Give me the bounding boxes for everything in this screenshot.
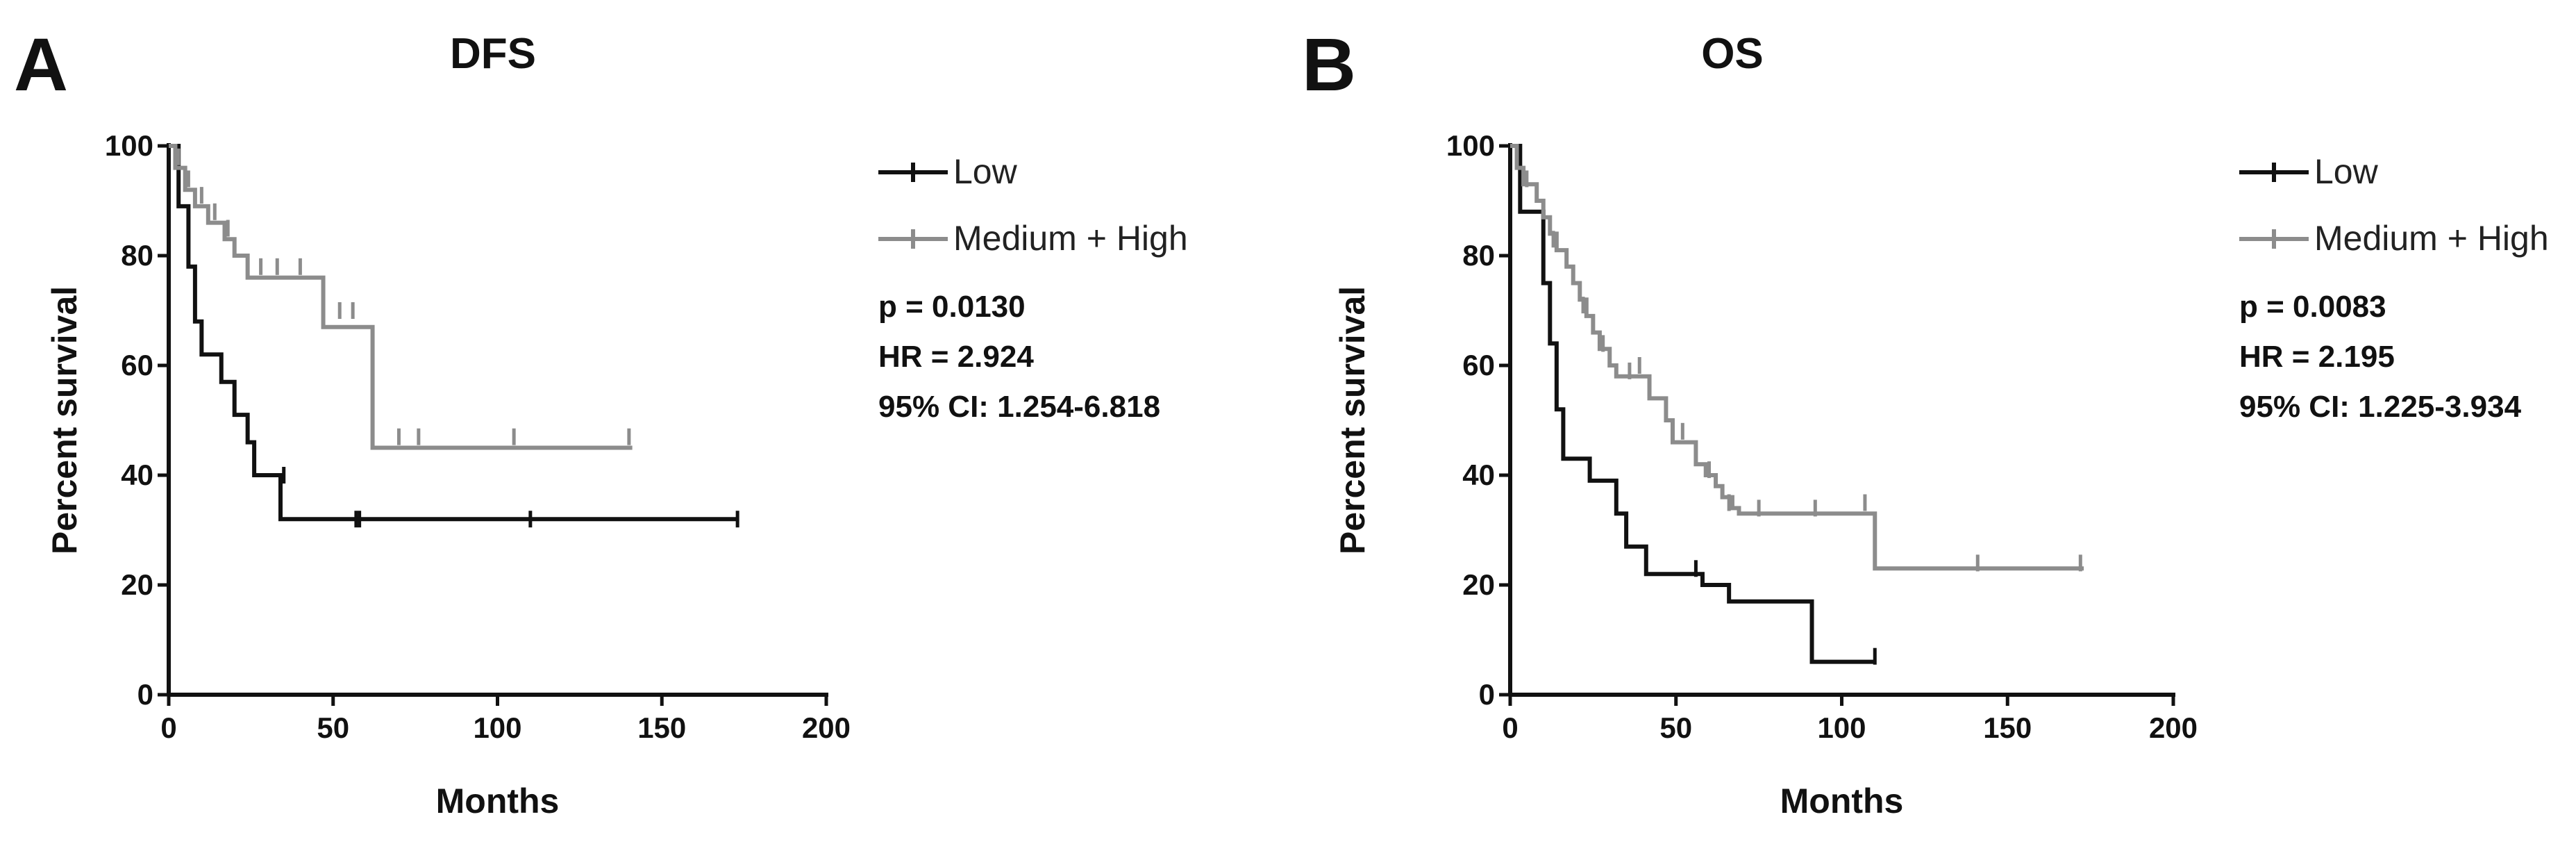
km-plot: 0 50 100 150 200 0 20 40 60 80 100 Months Percent su… — [1333, 129, 2198, 820]
chart-title: OS — [1701, 30, 1764, 78]
p-value: p = 0.0083 — [2239, 290, 2386, 324]
legend-label: Medium + High — [953, 219, 1188, 258]
legend-line-icon — [2239, 229, 2309, 249]
panel-letter: B — [1302, 22, 1356, 106]
y-tick-label: 40 — [121, 459, 153, 491]
x-tick-label: 50 — [1659, 711, 1692, 744]
y-tick-label: 80 — [121, 239, 153, 272]
legend-label: Medium + High — [2314, 219, 2549, 258]
legend-line-icon — [878, 229, 948, 249]
legend-line-icon — [2239, 163, 2309, 182]
x-tick-label: 200 — [802, 711, 851, 744]
y-tick-label: 80 — [1462, 239, 1495, 272]
x-tick-label: 100 — [473, 711, 521, 744]
y-tick-label: 0 — [1479, 678, 1495, 711]
y-tick-label: 60 — [121, 349, 153, 381]
hazard-ratio: HR = 2.924 — [878, 340, 1034, 374]
y-tick-label: 100 — [105, 129, 153, 162]
survival-curve — [169, 144, 633, 450]
legend-label: Low — [953, 152, 1017, 191]
confidence-interval: 95% CI: 1.254-6.818 — [878, 390, 1161, 424]
x-axis-label: Months — [436, 782, 560, 820]
x-tick-label: 0 — [1502, 711, 1518, 744]
survival-curve — [169, 144, 738, 522]
y-tick-label: 40 — [1462, 459, 1495, 491]
panel-b: B OS 0 50 100 150 200 0 20 40 60 80 100 Months Perce… — [1288, 0, 2576, 842]
x-tick-label: 150 — [637, 711, 686, 744]
panel-a: A DFS 0 50 100 150 200 0 20 40 60 80 100 Months Perc… — [14, 22, 1188, 820]
x-axis-label: Months — [1780, 782, 1904, 820]
panel-letter: A — [14, 22, 68, 106]
legend-line-icon — [878, 163, 948, 182]
hazard-ratio: HR = 2.195 — [2239, 340, 2395, 374]
stats-block: p = 0.0083 HR = 2.195 95% CI: 1.225-3.93… — [2239, 282, 2521, 432]
y-axis-label: Percent survival — [1333, 286, 1372, 554]
y-axis-label: Percent survival — [45, 286, 84, 554]
survival-curve — [1510, 144, 1875, 664]
y-tick-label: 0 — [137, 678, 153, 711]
survival-curve — [1510, 144, 2084, 571]
stats-block: p = 0.0130 HR = 2.924 95% CI: 1.254-6.81… — [878, 282, 1160, 432]
x-tick-label: 150 — [1983, 711, 2032, 744]
y-tick-label: 20 — [1462, 568, 1495, 601]
x-tick-label: 200 — [2149, 711, 2198, 744]
confidence-interval: 95% CI: 1.225-3.934 — [2239, 390, 2522, 424]
y-tick-label: 20 — [121, 568, 153, 601]
x-tick-label: 50 — [317, 711, 349, 744]
legend-label: Low — [2314, 152, 2378, 191]
km-plot: 0 50 100 150 200 0 20 40 60 80 100 Months Percent su… — [45, 129, 851, 820]
chart-title: DFS — [450, 30, 536, 78]
y-tick-label: 100 — [1446, 129, 1495, 162]
x-tick-label: 100 — [1817, 711, 1866, 744]
p-value: p = 0.0130 — [878, 290, 1026, 324]
y-tick-label: 60 — [1462, 349, 1495, 381]
x-tick-label: 0 — [160, 711, 176, 744]
